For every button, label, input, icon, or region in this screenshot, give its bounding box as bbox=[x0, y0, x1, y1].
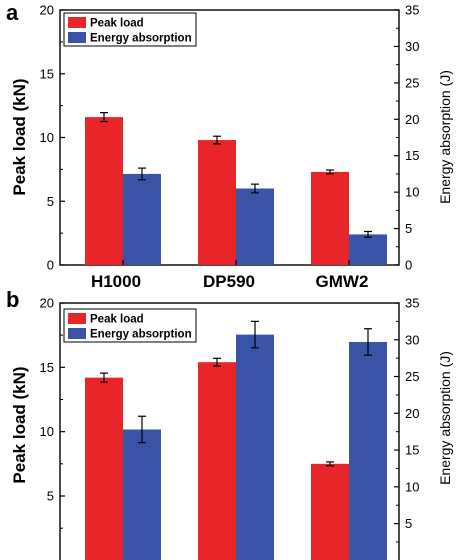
legend-swatch-peak-load-a bbox=[68, 17, 86, 28]
y-tick-label-right-15-b: 15 bbox=[405, 443, 419, 458]
error-bar-energy-absorption-h1000-a bbox=[138, 167, 146, 181]
y-tick-label-right-20-b: 20 bbox=[405, 406, 419, 421]
y-tick-label-right-0-a: 0 bbox=[405, 258, 412, 273]
bar-peak-load-h1000-a bbox=[85, 117, 123, 265]
bars-b bbox=[85, 320, 387, 560]
y-axis-title-left-a: Peak load (kN) bbox=[10, 78, 29, 195]
plot-frame-b bbox=[59, 302, 400, 560]
error-bar-peak-load-group-1-b bbox=[100, 372, 108, 383]
panel-label-b: b bbox=[6, 287, 19, 312]
bar-energy-absorption-group-1-b bbox=[123, 429, 161, 560]
bar-energy-absorption-h1000-a bbox=[123, 173, 161, 265]
error-bar-peak-load-group-3-b bbox=[326, 461, 334, 467]
legend-label-peak-load-b: Peak load bbox=[90, 314, 144, 326]
bar-peak-load-group-1-b bbox=[85, 377, 123, 560]
bar-peak-load-gmw2-a bbox=[311, 171, 349, 265]
y-tick-label-right-35-b: 35 bbox=[405, 296, 419, 311]
y-tick-label-left-5-b: 5 bbox=[47, 489, 54, 504]
y-tick-label-left-10-a: 10 bbox=[40, 130, 54, 145]
legend-swatch-energy-absorption-b bbox=[68, 328, 86, 339]
error-bar-peak-load-h1000-a bbox=[100, 112, 108, 123]
y-tick-label-right-20-a: 20 bbox=[405, 112, 419, 127]
bar-peak-load-group-2-b bbox=[198, 362, 236, 560]
error-bar-energy-absorption-group-2-b bbox=[251, 320, 259, 349]
error-bar-energy-absorption-dp590-a bbox=[251, 183, 259, 194]
y-tick-label-left-20-a: 20 bbox=[40, 3, 54, 18]
legend-label-energy-absorption-a: Energy absorption bbox=[90, 33, 192, 45]
y-tick-label-left-20-b: 20 bbox=[40, 296, 54, 311]
legend-a: Peak load Energy absorption bbox=[63, 12, 197, 47]
y-axis-title-right-b: Energy absorption (J) bbox=[437, 351, 453, 485]
panel-b: b Peak load Energy absorption Peak load … bbox=[6, 287, 453, 560]
y-tick-label-right-30-a: 30 bbox=[405, 39, 419, 54]
y-tick-label-right-10-b: 10 bbox=[405, 479, 419, 494]
ticks-a: 0 5 10 15 20 0 5 10 15 20 25 30 35 bbox=[40, 3, 420, 273]
ticks-b: 5 10 15 20 5 10 15 20 25 30 35 bbox=[40, 296, 419, 543]
y-tick-label-right-10-a: 10 bbox=[405, 185, 419, 200]
bar-energy-absorption-dp590-a bbox=[236, 188, 274, 265]
bar-energy-absorption-group-2-b bbox=[236, 334, 274, 560]
y-tick-label-right-25-b: 25 bbox=[405, 369, 419, 384]
panel-label-a: a bbox=[6, 0, 19, 25]
y-tick-label-left-5-a: 5 bbox=[47, 194, 54, 209]
bar-energy-absorption-gmw2-a bbox=[349, 234, 387, 265]
error-bar-energy-absorption-group-3-b bbox=[364, 328, 372, 356]
error-bar-energy-absorption-group-1-b bbox=[138, 415, 146, 444]
y-tick-label-right-35-a: 35 bbox=[405, 3, 419, 18]
y-tick-label-right-5-b: 5 bbox=[405, 516, 412, 531]
legend-swatch-energy-absorption-a bbox=[68, 32, 86, 43]
error-bar-peak-load-dp590-a bbox=[213, 135, 221, 145]
legend-swatch-peak-load-b bbox=[68, 313, 86, 324]
y-tick-label-left-10-b: 10 bbox=[40, 424, 54, 439]
y-tick-label-left-0-a: 0 bbox=[47, 258, 54, 273]
bar-peak-load-dp590-a bbox=[198, 140, 236, 265]
y-tick-label-right-15-a: 15 bbox=[405, 148, 419, 163]
x-tick-label-gmw2: GMW2 bbox=[316, 272, 369, 291]
error-bar-energy-absorption-gmw2-a bbox=[364, 230, 372, 238]
legend-label-energy-absorption-b: Energy absorption bbox=[90, 329, 192, 341]
legend-b: Peak load Energy absorption bbox=[63, 308, 197, 343]
legend-label-peak-load-a: Peak load bbox=[90, 18, 144, 30]
error-bar-peak-load-gmw2-a bbox=[326, 169, 334, 175]
error-bar-peak-load-group-2-b bbox=[213, 357, 221, 367]
y-tick-label-right-25-a: 25 bbox=[405, 75, 419, 90]
bars-a bbox=[85, 112, 387, 265]
bar-peak-load-group-3-b bbox=[311, 463, 349, 560]
y-tick-label-left-15-a: 15 bbox=[40, 66, 54, 81]
bar-energy-absorption-group-3-b bbox=[349, 341, 387, 560]
y-axis-title-right-a: Energy absorption (J) bbox=[437, 70, 453, 204]
y-tick-label-left-15-b: 15 bbox=[40, 360, 54, 375]
y-tick-label-right-30-b: 30 bbox=[405, 332, 419, 347]
y-axis-title-left-b: Peak load (kN) bbox=[10, 366, 29, 483]
x-tick-label-h1000: H1000 bbox=[91, 272, 141, 291]
y-tick-label-right-5-a: 5 bbox=[405, 221, 412, 236]
panel-a: a Peak load Energy absorption Peak load … bbox=[6, 0, 453, 291]
x-tick-label-dp590: DP590 bbox=[203, 272, 255, 291]
